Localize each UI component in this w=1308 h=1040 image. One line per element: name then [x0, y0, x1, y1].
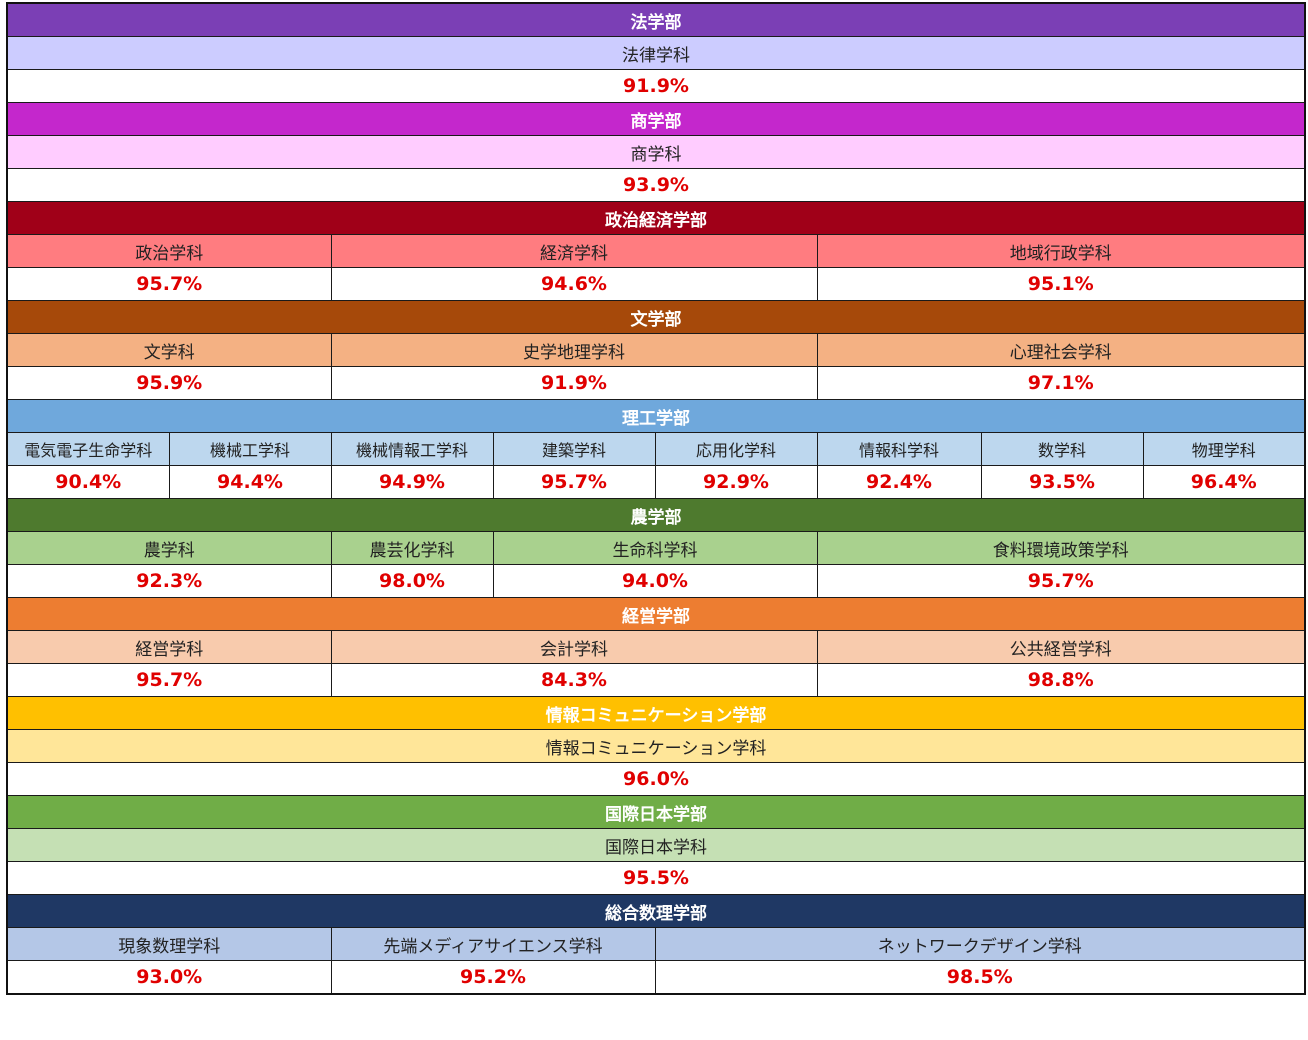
employment-rate: 95.9% — [6, 366, 332, 400]
employment-rate: 95.1% — [816, 267, 1306, 301]
department-name: 数学科 — [980, 432, 1144, 466]
employment-rate: 91.9% — [330, 366, 818, 400]
faculty-name: 政治経済学部 — [6, 201, 1306, 235]
faculty-header-row: 情報コミュニケーション学部 — [6, 696, 1306, 730]
department-row: 文学科 史学地理学科 心理社会学科 — [6, 333, 1306, 367]
faculty-header-row: 法学部 — [6, 2, 1306, 37]
department-name: 史学地理学科 — [330, 333, 818, 367]
faculty-header-row: 理工学部 — [6, 399, 1306, 433]
department-name: 文学科 — [6, 333, 332, 367]
rate-row: 93.9% — [6, 168, 1306, 202]
faculty-name: 国際日本学部 — [6, 795, 1306, 829]
employment-rate: 94.9% — [330, 465, 494, 499]
employment-rate: 92.4% — [816, 465, 982, 499]
employment-rate: 95.2% — [330, 960, 656, 995]
faculty-header-row: 農学部 — [6, 498, 1306, 532]
rate-row: 95.9% 91.9% 97.1% — [6, 366, 1306, 400]
employment-rate: 96.0% — [6, 762, 1306, 796]
faculty-header-row: 総合数理学部 — [6, 894, 1306, 928]
department-name: 会計学科 — [330, 630, 818, 664]
department-row: 経営学科 会計学科 公共経営学科 — [6, 630, 1306, 664]
employment-rate: 92.9% — [654, 465, 818, 499]
department-name: 経済学科 — [330, 234, 818, 268]
department-name: 先端メディアサイエンス学科 — [330, 927, 656, 961]
employment-rate: 98.8% — [816, 663, 1306, 697]
employment-rate: 93.0% — [6, 960, 332, 995]
faculty-name: 文学部 — [6, 300, 1306, 334]
department-name: 建築学科 — [492, 432, 656, 466]
faculty-header-row: 政治経済学部 — [6, 201, 1306, 235]
faculty-header-row: 商学部 — [6, 102, 1306, 136]
employment-rate: 98.5% — [654, 960, 1306, 995]
department-name: 商学科 — [6, 135, 1306, 169]
department-name: 食料環境政策学科 — [816, 531, 1306, 565]
rate-row: 95.5% — [6, 861, 1306, 895]
department-name: 法律学科 — [6, 36, 1306, 70]
department-row: 情報コミュニケーション学科 — [6, 729, 1306, 763]
department-name: 農学科 — [6, 531, 332, 565]
department-row: 国際日本学科 — [6, 828, 1306, 862]
department-name: 電気電子生命学科 — [6, 432, 170, 466]
department-row: 電気電子生命学科 機械工学科 機械情報工学科 建築学科 応用化学科 情報科学科 数学科 物理学… — [6, 432, 1306, 466]
employment-rate: 84.3% — [330, 663, 818, 697]
employment-rate-table: 法学部 法律学科 91.9% 商学部 商学科 93.9% 政治経済学部 政治学科 経済学科 地域行… — [6, 2, 1306, 995]
department-row: 法律学科 — [6, 36, 1306, 70]
department-name: ネットワークデザイン学科 — [654, 927, 1306, 961]
department-name: 現象数理学科 — [6, 927, 332, 961]
department-row: 商学科 — [6, 135, 1306, 169]
department-name: 経営学科 — [6, 630, 332, 664]
faculty-name: 経営学部 — [6, 597, 1306, 631]
employment-rate: 95.7% — [6, 663, 332, 697]
department-name: 政治学科 — [6, 234, 332, 268]
department-name: 農芸化学科 — [330, 531, 494, 565]
department-name: 情報科学科 — [816, 432, 982, 466]
faculty-name: 農学部 — [6, 498, 1306, 532]
department-name: 地域行政学科 — [816, 234, 1306, 268]
rate-row: 90.4% 94.4% 94.9% 95.7% 92.9% 92.4% 93.5% 96.4% — [6, 465, 1306, 499]
department-name: 機械工学科 — [168, 432, 332, 466]
employment-rate: 95.7% — [6, 267, 332, 301]
employment-rate: 94.4% — [168, 465, 332, 499]
employment-rate: 91.9% — [6, 69, 1306, 103]
faculty-name: 商学部 — [6, 102, 1306, 136]
faculty-header-row: 文学部 — [6, 300, 1306, 334]
employment-rate: 90.4% — [6, 465, 170, 499]
department-row: 農学科 農芸化学科 生命科学科 食料環境政策学科 — [6, 531, 1306, 565]
department-row: 政治学科 経済学科 地域行政学科 — [6, 234, 1306, 268]
employment-rate: 95.5% — [6, 861, 1306, 895]
department-name: 公共経営学科 — [816, 630, 1306, 664]
faculty-name: 総合数理学部 — [6, 894, 1306, 928]
department-name: 心理社会学科 — [816, 333, 1306, 367]
employment-rate: 96.4% — [1142, 465, 1306, 499]
department-name: 生命科学科 — [492, 531, 818, 565]
rate-row: 91.9% — [6, 69, 1306, 103]
rate-row: 96.0% — [6, 762, 1306, 796]
employment-rate: 98.0% — [330, 564, 494, 598]
faculty-name: 法学部 — [6, 2, 1306, 37]
employment-rate: 94.0% — [492, 564, 818, 598]
faculty-name: 情報コミュニケーション学部 — [6, 696, 1306, 730]
employment-rate: 95.7% — [816, 564, 1306, 598]
employment-rate: 92.3% — [6, 564, 332, 598]
rate-row: 95.7% 84.3% 98.8% — [6, 663, 1306, 697]
employment-rate: 93.9% — [6, 168, 1306, 202]
department-name: 国際日本学科 — [6, 828, 1306, 862]
faculty-header-row: 国際日本学部 — [6, 795, 1306, 829]
employment-rate: 94.6% — [330, 267, 818, 301]
department-row: 現象数理学科 先端メディアサイエンス学科 ネットワークデザイン学科 — [6, 927, 1306, 961]
employment-rate: 93.5% — [980, 465, 1144, 499]
department-name: 物理学科 — [1142, 432, 1306, 466]
department-name: 機械情報工学科 — [330, 432, 494, 466]
faculty-name: 理工学部 — [6, 399, 1306, 433]
rate-row: 93.0% 95.2% 98.5% — [6, 960, 1306, 995]
faculty-header-row: 経営学部 — [6, 597, 1306, 631]
rate-row: 95.7% 94.6% 95.1% — [6, 267, 1306, 301]
rate-row: 92.3% 98.0% 94.0% 95.7% — [6, 564, 1306, 598]
department-name: 情報コミュニケーション学科 — [6, 729, 1306, 763]
employment-rate: 97.1% — [816, 366, 1306, 400]
employment-rate: 95.7% — [492, 465, 656, 499]
department-name: 応用化学科 — [654, 432, 818, 466]
